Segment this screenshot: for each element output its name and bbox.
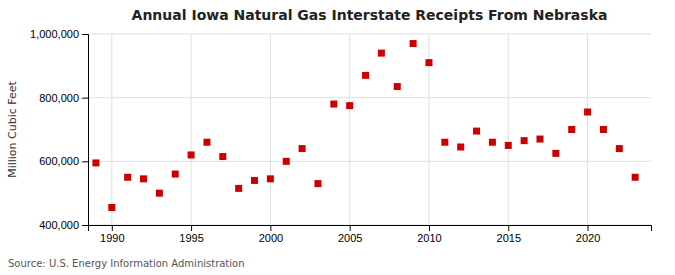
tick: 600,000 [39, 155, 88, 167]
point [521, 137, 528, 144]
point [600, 126, 607, 133]
x-axis: 1990 1995 2000 2005 2010 2015 2020 [89, 225, 652, 244]
source: Source: U.S. Energy Information Administ… [8, 258, 245, 269]
tick-label: 2005 [338, 232, 362, 244]
point [251, 177, 258, 184]
tick: 2015 [497, 225, 521, 244]
tick-label: 2000 [259, 232, 283, 244]
point [489, 139, 496, 146]
grid-line [111, 34, 112, 225]
points [92, 40, 638, 211]
point [584, 108, 591, 115]
point [410, 40, 417, 47]
point [505, 142, 512, 149]
tick: 1,000,000 [30, 28, 88, 40]
grid-line [191, 34, 192, 225]
tick-mark [350, 225, 351, 231]
grid-line [88, 97, 651, 98]
tick-label: 800,000 [39, 92, 79, 104]
point [330, 101, 337, 108]
tick-mark [588, 225, 589, 231]
grid-line [349, 34, 350, 225]
grid-line [88, 34, 651, 35]
grid-line [508, 34, 509, 225]
y-axis-title: Million Cubic Feet [6, 80, 19, 177]
tick-mark [82, 161, 88, 162]
point [140, 175, 147, 182]
point [108, 204, 115, 211]
tick: 2020 [576, 225, 600, 244]
point [314, 180, 321, 187]
point [299, 145, 306, 152]
axis-line [82, 35, 89, 226]
tick: 2005 [338, 225, 362, 244]
tick-label: 1990 [100, 232, 124, 244]
tick-label: 2015 [497, 232, 521, 244]
plot: 1990 1995 2000 2005 2010 2015 2020 400,000 600,0… [30, 28, 651, 244]
tick-label: 1995 [179, 232, 203, 244]
tick: 2000 [259, 225, 283, 244]
point [156, 190, 163, 197]
point [203, 139, 210, 146]
point [457, 144, 464, 151]
grid [88, 34, 651, 225]
point [219, 153, 226, 160]
point [92, 159, 99, 166]
point [552, 150, 559, 157]
tick-mark [508, 225, 509, 231]
axis-line [89, 226, 652, 232]
grid-line [587, 34, 588, 225]
tick-mark [82, 225, 88, 226]
tick-label: 600,000 [39, 155, 79, 167]
point [425, 59, 432, 66]
tick-mark [112, 225, 113, 231]
tick-label: 2010 [417, 232, 441, 244]
point [632, 174, 639, 181]
point [283, 158, 290, 165]
point [568, 126, 575, 133]
point [441, 139, 448, 146]
grid-line [270, 34, 271, 225]
tick: 1990 [100, 225, 124, 244]
tick-label: 1,000,000 [30, 28, 79, 40]
tick: 400,000 [39, 219, 88, 231]
point [362, 72, 369, 79]
tick: 2010 [417, 225, 441, 244]
point [172, 171, 179, 178]
point [536, 136, 543, 143]
point [267, 175, 274, 182]
tick-mark [191, 225, 192, 231]
point [346, 102, 353, 109]
tick-label: 400,000 [39, 219, 79, 231]
y-axis: 400,000 600,000 800,000 1,000,000 [30, 28, 88, 231]
tick-mark [429, 225, 430, 231]
point [378, 50, 385, 57]
point [235, 185, 242, 192]
tick-mark [270, 225, 271, 231]
chart: 1990 1995 2000 2005 2010 2015 2020 400,000 600,0… [0, 0, 675, 275]
title: Annual Iowa Natural Gas Interstate Recei… [132, 7, 608, 23]
point [394, 83, 401, 90]
tick-mark [82, 98, 88, 99]
grid-line [88, 161, 651, 162]
tick: 1995 [179, 225, 203, 244]
tick-label: 2020 [576, 232, 600, 244]
point [616, 145, 623, 152]
point [188, 151, 195, 158]
point [473, 128, 480, 135]
tick: 800,000 [39, 92, 88, 104]
tick-mark [82, 34, 88, 35]
point [124, 174, 131, 181]
